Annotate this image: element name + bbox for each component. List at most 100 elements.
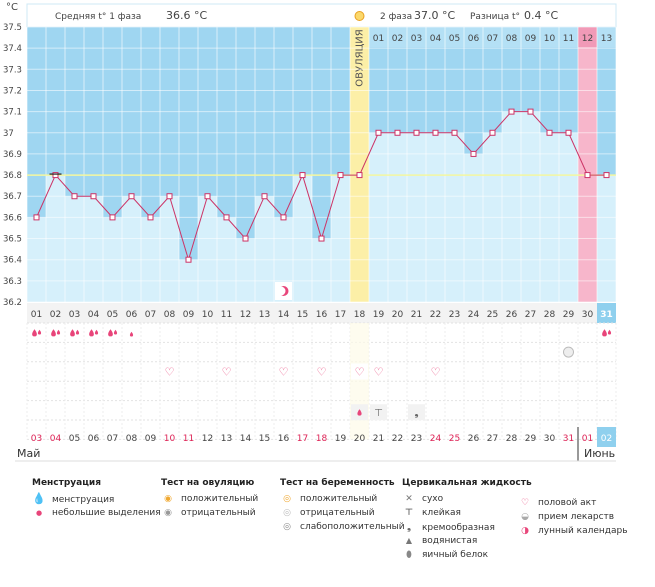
- cycle-day-number: 24: [468, 310, 480, 320]
- temperature-point: [584, 172, 591, 179]
- drop-icon: [94, 329, 99, 335]
- cycle-day-number: 25: [487, 310, 498, 320]
- heart-box: [427, 363, 444, 380]
- heart-box: [161, 363, 178, 380]
- watery-icon: ▲: [405, 536, 413, 545]
- bbt-chart: Средняя t° 1 фаза 36.6 °C 2 фаза 37.0 °C Раз…: [3, 2, 617, 462]
- heart-icon: ♡: [431, 366, 441, 379]
- diff-value: 0.4 °C: [524, 9, 558, 22]
- date-number: 02: [601, 434, 612, 444]
- small-drop-icon: [129, 331, 134, 337]
- creamy-icon: ❟: [414, 406, 418, 419]
- phase1-label: Средняя t° 1 фаза: [55, 12, 141, 22]
- phase2-day-number: 08: [506, 34, 518, 44]
- date-number: 01: [582, 434, 593, 444]
- legend-item: ♡ половой акт: [518, 496, 628, 510]
- temperature-point: [147, 214, 154, 221]
- y-tick-label: 36.2: [3, 298, 22, 308]
- phase2-day-strip: [369, 27, 616, 47]
- cycle-day-number: 18: [354, 310, 366, 320]
- date-number: 20: [354, 434, 366, 444]
- drop-icon: [113, 329, 118, 335]
- current-date-highlight: [597, 427, 616, 447]
- temperature-point: [413, 129, 420, 136]
- temperature-point: [451, 129, 458, 136]
- cervical-box: [370, 404, 387, 421]
- temperature-point: [527, 108, 534, 115]
- temp-bar: [502, 111, 521, 302]
- temp-bar: [521, 111, 540, 302]
- sun-icon: [354, 11, 365, 21]
- y-tick-label: 37: [3, 129, 14, 139]
- legend-item: ● небольшие выделения: [32, 506, 161, 520]
- cycle-day-number: 12: [240, 310, 251, 320]
- cycle-day-number: 19: [373, 310, 385, 320]
- cycle-day-number: 10: [202, 310, 214, 320]
- cycle-day-number: 04: [88, 310, 100, 320]
- drop-icon: [56, 329, 61, 335]
- phase2-day-number: 12: [582, 34, 593, 44]
- month-end-label: Июнь: [584, 447, 616, 460]
- heart-icon: ♡: [222, 366, 232, 379]
- phase2-day-number: 09: [525, 34, 537, 44]
- date-number: 26: [468, 434, 480, 444]
- temp-bar: [122, 196, 141, 302]
- y-tick-label: 36.3: [3, 277, 22, 287]
- temperature-point: [185, 256, 192, 263]
- legend-title: Тест на беременность: [280, 478, 395, 488]
- legend-item: ◎ отрицательный: [280, 506, 405, 520]
- phase2-day-number: 03: [411, 34, 422, 44]
- heart-icon: ♡: [317, 366, 327, 379]
- drop-icon: [108, 329, 113, 337]
- date-number: 15: [259, 434, 270, 444]
- temp-bar: [198, 196, 217, 302]
- temperature-point: [299, 172, 306, 179]
- cycle-day-number: 15: [297, 310, 308, 320]
- ovulation-column-lower: [350, 323, 369, 440]
- drop-icon: [37, 329, 42, 335]
- legend-ovulation-test: Тест на овуляцию ◉ положительный ◉ отрицат…: [161, 478, 258, 520]
- dry-icon: ✕: [405, 494, 413, 504]
- heart-box: [313, 363, 330, 380]
- temperature-point: [565, 129, 572, 136]
- temperature-point: [71, 193, 78, 200]
- y-tick-label: 37.5: [3, 23, 22, 33]
- current-day-highlight: [597, 303, 616, 323]
- temp-bar: [84, 196, 103, 302]
- temperature-point: [470, 150, 477, 157]
- legend-item: ◑ лунный календарь: [518, 524, 627, 538]
- cycle-day-number: 17: [335, 310, 346, 320]
- legend-menstruation: Менструация 💧 менструация ● небольшие выде…: [32, 478, 161, 520]
- phase2-day-number: 13: [601, 34, 612, 44]
- temperature-point: [242, 235, 249, 242]
- sticky-icon: ⊤: [374, 408, 383, 419]
- date-number: 29: [525, 434, 537, 444]
- cervical-box: [408, 404, 425, 421]
- date-number: 10: [164, 434, 176, 444]
- pregnancy-negative-icon: ◎: [283, 508, 291, 518]
- temperature-point: [375, 129, 382, 136]
- date-number: 03: [31, 434, 42, 444]
- phase2-day-number: 02: [392, 34, 403, 44]
- heart-box: [351, 363, 368, 380]
- date-number: 24: [430, 434, 442, 444]
- date-number: 25: [449, 434, 460, 444]
- legend-item: ▲ водянистая: [402, 534, 532, 548]
- legend-item: ◉ положительный: [161, 492, 258, 506]
- temp-bar: [578, 27, 597, 302]
- ovulation-column: [350, 27, 369, 302]
- drop-icon: [602, 329, 607, 337]
- date-number: 12: [202, 434, 213, 444]
- cycle-day-number: 29: [563, 310, 575, 320]
- phase2-day-highlight: [578, 27, 597, 47]
- ovulation-negative-icon: ◉: [164, 508, 172, 518]
- phase2-day-number: 05: [449, 34, 460, 44]
- heart-box: [370, 363, 387, 380]
- phase2-day-number: 06: [468, 34, 480, 44]
- date-number: 21: [373, 434, 384, 444]
- phase2-day-number: 10: [544, 34, 556, 44]
- drop-icon: [89, 329, 94, 337]
- cycle-day-number: 21: [411, 310, 422, 320]
- legend-item: ◒ прием лекарств: [518, 510, 628, 524]
- cycle-day-number: 28: [544, 310, 556, 320]
